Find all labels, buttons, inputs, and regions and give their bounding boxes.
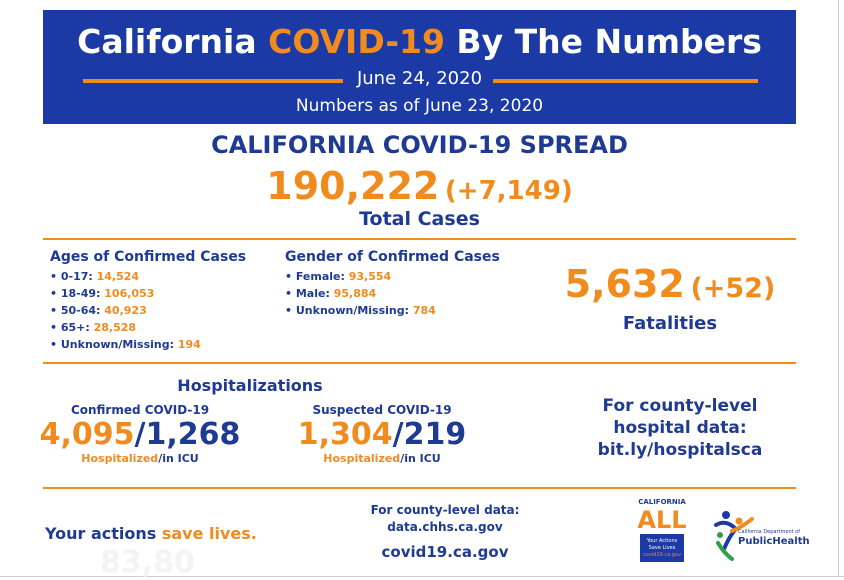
gender-title: Gender of Confirmed Cases [285, 249, 500, 265]
suspected-hospitalized: 1,304 [297, 417, 393, 452]
fatalities: 5,632 (+52) [540, 262, 800, 306]
total-cases-count: 190,222 [266, 164, 440, 208]
slash: / [392, 417, 404, 452]
ages-section: Ages of Confirmed Cases • 0-17: 14,524 •… [50, 249, 246, 353]
confirmed-caption: Hospitalized/in ICU [20, 452, 260, 465]
caption-hospitalized: Hospitalized [81, 452, 159, 465]
cdph-logo-name: PublicHealth [738, 536, 810, 547]
actions-prefix: Your actions [45, 524, 162, 543]
ages-item-value: 28,528 [93, 321, 137, 334]
fatalities-increase: (+52) [690, 273, 776, 304]
suspected-caption: Hospitalized/in ICU [262, 452, 502, 465]
hospitalizations-title: Hospitalizations [177, 376, 323, 395]
total-cases: 190,222 (+7,149) [43, 164, 796, 208]
confirmed-numbers: 4,095/1,268 [20, 417, 260, 452]
hospital-data-link[interactable]: bit.ly/hospitalsca [597, 440, 763, 460]
confirmed-icu: 1,268 [145, 417, 241, 452]
ages-item: • 0-17: 14,524 [50, 268, 246, 285]
title-suffix: By The Numbers [444, 22, 762, 61]
ages-title: Ages of Confirmed Cases [50, 249, 247, 265]
suspected-icu: 219 [403, 417, 467, 452]
spread-title: CALIFORNIA COVID-19 SPREAD [211, 131, 628, 159]
gender-item-value: 93,554 [348, 270, 392, 283]
ages-item-value: 40,923 [104, 304, 147, 317]
ages-item: • 65+: 28,528 [50, 319, 246, 336]
report-date: June 24, 2020 [356, 68, 483, 89]
slash: / [134, 417, 146, 452]
suspected-label: Suspected COVID-19 [312, 403, 452, 417]
gender-item-label: • Male: [285, 287, 334, 300]
actions-slogan: Your actions save lives. [45, 524, 257, 543]
gender-item: • Unknown/Missing: 784 [285, 302, 500, 319]
gender-item: • Male: 95,884 [285, 285, 500, 302]
frame-right-border [838, 0, 839, 577]
ca-logo-tagline: Your Actions [646, 538, 678, 544]
county-hospital-info: For county-level hospital data: bit.ly/h… [570, 395, 790, 461]
fatalities-label: Fatalities [622, 313, 718, 334]
county-hospital-line: hospital data: [613, 418, 747, 438]
county-data-label: For county-level data: [370, 503, 520, 517]
ages-item-label: • Unknown/Missing: [50, 338, 178, 351]
ages-item-label: • 65+: [50, 321, 94, 334]
divider-1 [43, 238, 796, 240]
caption-icu: /in ICU [400, 452, 441, 465]
divider-3 [43, 487, 796, 489]
ages-item: • Unknown/Missing: 194 [50, 336, 246, 353]
county-hospital-line: For county-level [602, 396, 758, 416]
ghost-number: 83,80 [100, 545, 195, 580]
caption-hospitalized: Hospitalized [323, 452, 401, 465]
ca-logo-tagline: covid19.ca.gov [643, 552, 681, 558]
header-banner: California COVID-19 By The Numbers June … [43, 10, 796, 124]
title-prefix: California [77, 22, 269, 61]
fatalities-count: 5,632 [564, 262, 685, 306]
confirmed-label: Confirmed COVID-19 [70, 403, 210, 417]
gender-item-value: 95,884 [333, 287, 377, 300]
ages-item-label: • 50-64: [50, 304, 105, 317]
header-rule-right [493, 79, 758, 83]
ages-item-value: 14,524 [96, 270, 140, 283]
covid-site-link[interactable]: covid19.ca.gov [381, 543, 509, 561]
ages-item-value: 106,053 [104, 287, 155, 300]
ages-item-label: • 0-17: [50, 270, 97, 283]
confirmed-hospital-block: Confirmed COVID-19 4,095/1,268 Hospitali… [20, 403, 260, 465]
county-data-info: For county-level data: data.chhs.ca.gov [345, 502, 545, 536]
ca-logo-tag-box: Your Actions Save Lives covid19.ca.gov [640, 534, 684, 562]
gender-item-value: 784 [412, 304, 436, 317]
header-rule-left [83, 79, 343, 83]
suspected-hospital-block: Suspected COVID-19 1,304/219 Hospitalize… [262, 403, 502, 465]
county-data-link[interactable]: data.chhs.ca.gov [387, 520, 503, 534]
total-cases-increase: (+7,149) [444, 176, 573, 206]
ca-logo-tagline: Save Lives [648, 545, 676, 551]
actions-highlight: save lives. [161, 524, 257, 543]
ages-item: • 18-49: 106,053 [50, 285, 246, 302]
gender-section: Gender of Confirmed Cases • Female: 93,5… [285, 249, 500, 319]
ages-item-label: • 18-49: [50, 287, 105, 300]
ca-logo-small-text: CALIFORNIA [638, 498, 686, 506]
ages-item-value: 194 [177, 338, 201, 351]
gender-item-label: • Unknown/Missing: [285, 304, 413, 317]
people-figures-icon [714, 511, 754, 561]
ca-logo-all-text: ALL [637, 506, 687, 534]
cdph-logo: California Department of PublicHealth [712, 505, 810, 565]
gender-item: • Female: 93,554 [285, 268, 500, 285]
total-cases-label: Total Cases [359, 208, 480, 230]
caption-icu: /in ICU [158, 452, 199, 465]
page-title: California COVID-19 By The Numbers [43, 22, 796, 61]
suspected-numbers: 1,304/219 [262, 417, 502, 452]
ages-item: • 50-64: 40,923 [50, 302, 246, 319]
divider-2 [43, 362, 796, 364]
confirmed-hospitalized: 4,095 [39, 417, 135, 452]
title-highlight: COVID-19 [268, 22, 445, 61]
california-all-logo: CALIFORNIA ALL Your Actions Save Lives c… [632, 498, 692, 566]
gender-item-label: • Female: [285, 270, 349, 283]
cdph-logo-dept: California Department of [738, 529, 800, 535]
data-as-of: Numbers as of June 23, 2020 [295, 96, 544, 116]
